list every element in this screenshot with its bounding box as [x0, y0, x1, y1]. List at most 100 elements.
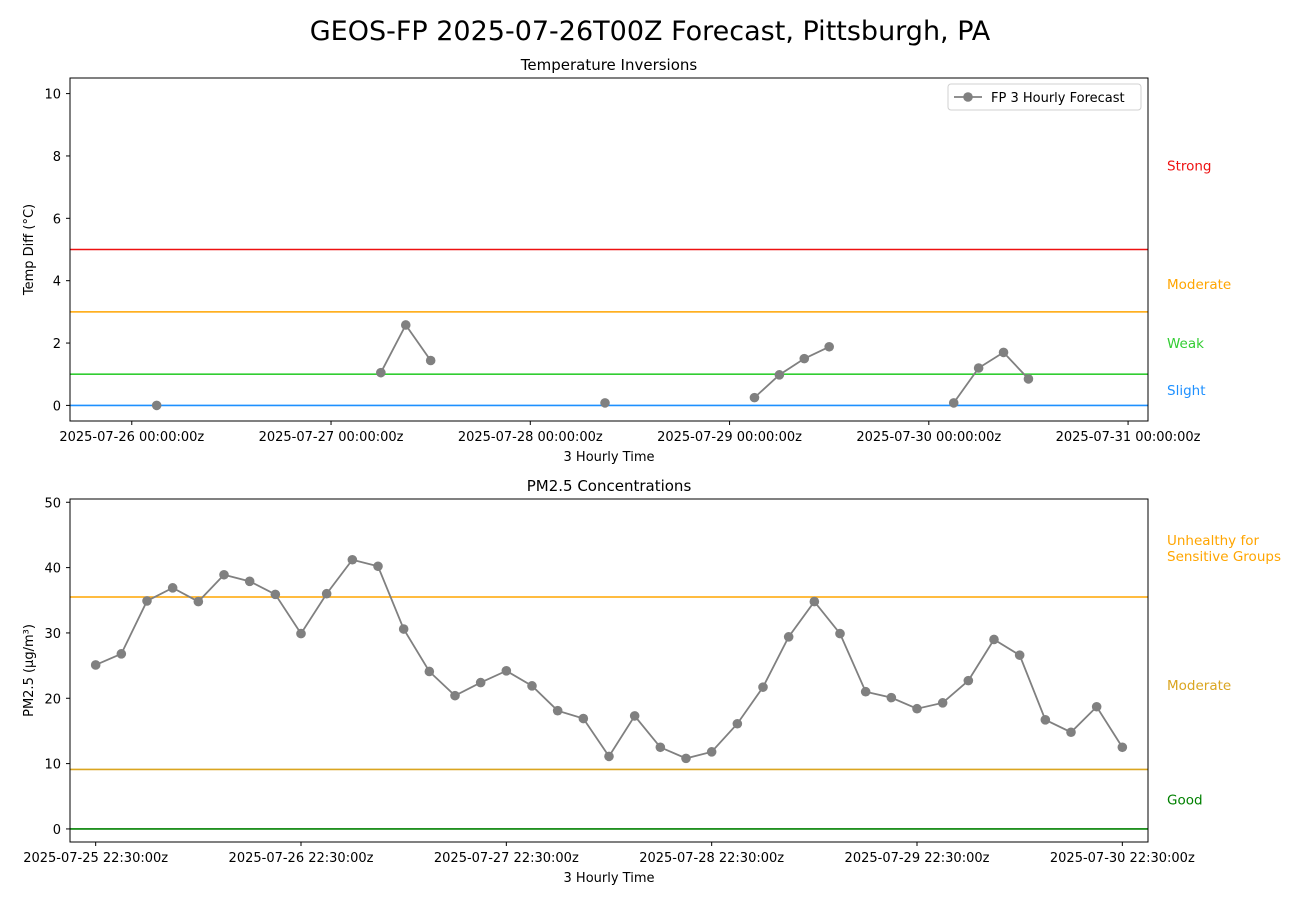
- data-point: [1014, 650, 1025, 660]
- data-point: [973, 363, 984, 373]
- data-point: [604, 751, 614, 762]
- data-point: [578, 713, 589, 724]
- series-line-0-4: [952, 351, 1030, 404]
- data-point: [998, 347, 1009, 358]
- data-point: [321, 588, 332, 599]
- data-point: [835, 628, 845, 639]
- data-point: [450, 690, 460, 701]
- data-point: [376, 367, 386, 378]
- data-point: [552, 705, 563, 716]
- data-point: [167, 583, 178, 593]
- data-point: [425, 355, 436, 366]
- x-tick-label: 2025-07-29 22:30:00z: [845, 851, 990, 866]
- data-point: [912, 703, 922, 714]
- threshold-label-line: Sensitive Groups: [1167, 549, 1281, 565]
- x-tick-label: 2025-07-27 00:00:00z: [259, 430, 404, 445]
- data-point: [963, 675, 974, 686]
- threshold-label-3: Slight: [1167, 383, 1206, 399]
- data-point: [90, 660, 101, 670]
- data-point: [1023, 374, 1034, 384]
- data-point: [244, 576, 255, 587]
- data-point: [151, 400, 162, 411]
- data-point: [501, 666, 512, 676]
- data-point: [732, 718, 743, 729]
- y-tick-label: 40: [44, 562, 61, 577]
- data-point: [296, 628, 306, 639]
- legend-box: [947, 83, 1142, 111]
- plot-frame: [69, 498, 1149, 843]
- series-line-0-0: [95, 558, 1124, 760]
- x-axis-label: 3 Hourly Time: [564, 450, 655, 465]
- y-tick-label: 10: [44, 88, 61, 103]
- data-point: [373, 561, 383, 572]
- data-point: [681, 753, 691, 764]
- data-point: [937, 698, 948, 708]
- data-point: [142, 596, 152, 606]
- x-axis-label: 3 Hourly Time: [564, 871, 655, 886]
- threshold-label-0: Unhealthy for Sensitive Groups: [1167, 533, 1281, 565]
- x-tick-label: 2025-07-26 00:00:00z: [59, 430, 204, 445]
- plot-frame: [69, 77, 1149, 422]
- y-tick-label: 30: [44, 627, 61, 642]
- x-tick-label: 2025-07-25 22:30:00z: [23, 851, 168, 866]
- data-point: [655, 742, 666, 753]
- threshold-label-1: Moderate: [1167, 277, 1231, 293]
- data-point: [706, 747, 717, 757]
- legend-marker: [963, 92, 973, 102]
- data-point: [193, 596, 204, 607]
- threshold-label-0: Strong: [1167, 158, 1212, 174]
- legend: FP 3 Hourly Forecast: [947, 83, 1142, 111]
- x-tick-label: 2025-07-30 00:00:00z: [856, 430, 1001, 445]
- data-point: [475, 677, 486, 688]
- series-line-0-3: [753, 345, 830, 399]
- y-tick-label: 0: [53, 823, 61, 838]
- data-point: [1117, 742, 1128, 753]
- data-point: [860, 686, 871, 697]
- data-point: [527, 681, 537, 691]
- y-tick-label: 6: [53, 212, 61, 227]
- data-point: [758, 682, 768, 692]
- threshold-label-1: Moderate: [1167, 678, 1231, 694]
- data-point: [600, 398, 610, 408]
- y-tick-label: 10: [44, 758, 61, 773]
- threshold-label-2: Good: [1167, 793, 1203, 809]
- x-tick-label: 2025-07-31 00:00:00z: [1056, 430, 1201, 445]
- data-point: [774, 370, 785, 380]
- chart-title: Temperature Inversions: [520, 56, 698, 74]
- x-tick-label: 2025-07-28 00:00:00z: [458, 430, 603, 445]
- legend-label: FP 3 Hourly Forecast: [991, 91, 1125, 106]
- data-point: [400, 320, 411, 330]
- y-tick-label: 50: [44, 496, 61, 511]
- data-point: [116, 649, 127, 659]
- data-point: [886, 692, 897, 703]
- series-line-0-1: [380, 323, 432, 374]
- y-tick-label: 4: [53, 275, 61, 290]
- y-tick-label: 2: [53, 337, 61, 352]
- chart-panel-0: Temperature Inversions Strong Moderate Weak…: [22, 56, 1231, 465]
- data-point: [809, 596, 820, 607]
- data-point: [1091, 701, 1102, 712]
- data-point: [398, 624, 409, 634]
- figure-title: GEOS-FP 2025-07-26T00Z Forecast, Pittsbu…: [310, 16, 991, 47]
- data-point: [749, 392, 760, 403]
- y-tick-label: 0: [53, 399, 61, 414]
- chart-panel-1: PM2.5 Concentrations Unhealthy for Sensiti…: [22, 477, 1281, 886]
- data-point: [1040, 715, 1051, 725]
- x-tick-label: 2025-07-26 22:30:00z: [229, 851, 374, 866]
- x-tick-label: 2025-07-28 22:30:00z: [639, 851, 784, 866]
- chart-title: PM2.5 Concentrations: [527, 477, 692, 495]
- y-tick-label: 20: [44, 692, 61, 707]
- y-axis-label: Temp Diff (°C): [22, 204, 37, 296]
- data-point: [424, 666, 435, 677]
- x-tick-label: 2025-07-30 22:30:00z: [1050, 851, 1195, 866]
- data-point: [989, 634, 999, 645]
- data-point: [824, 341, 834, 352]
- data-point: [783, 632, 794, 642]
- data-point: [219, 569, 229, 580]
- y-tick-label: 8: [53, 150, 61, 165]
- data-point: [948, 398, 959, 408]
- data-point: [629, 711, 640, 721]
- threshold-label-2: Weak: [1167, 336, 1204, 352]
